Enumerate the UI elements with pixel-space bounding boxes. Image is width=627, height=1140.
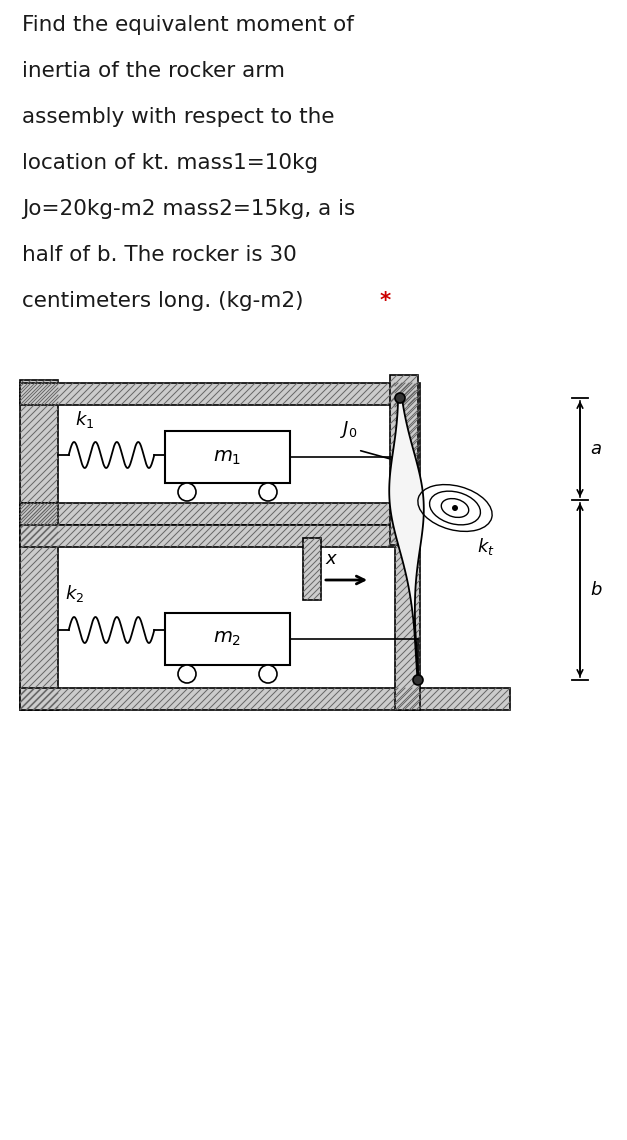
Circle shape <box>395 393 405 404</box>
Text: $b$: $b$ <box>590 581 603 598</box>
Bar <box>20 380 58 526</box>
Text: $x$: $x$ <box>325 549 338 568</box>
Text: $m_1$: $m_1$ <box>213 448 241 466</box>
Bar <box>303 538 321 600</box>
Text: half of b. The rocker is 30: half of b. The rocker is 30 <box>22 245 297 264</box>
Text: $k_2$: $k_2$ <box>65 583 84 604</box>
Text: $a$: $a$ <box>590 440 602 458</box>
Bar <box>395 526 420 710</box>
Circle shape <box>178 483 196 500</box>
Bar <box>165 613 290 665</box>
Text: Jo=20kg-m2 mass2=15kg, a is: Jo=20kg-m2 mass2=15kg, a is <box>22 200 356 219</box>
Text: $J_0$: $J_0$ <box>340 420 357 440</box>
Text: location of kt. mass1=10kg: location of kt. mass1=10kg <box>22 153 318 173</box>
Text: assembly with respect to the: assembly with respect to the <box>22 107 334 127</box>
Circle shape <box>413 675 423 685</box>
Bar <box>20 383 415 405</box>
Text: Find the equivalent moment of: Find the equivalent moment of <box>22 15 354 35</box>
Text: $m_2$: $m_2$ <box>213 629 241 649</box>
Text: $k_t$: $k_t$ <box>477 536 495 557</box>
Circle shape <box>452 505 458 511</box>
Bar <box>395 383 420 526</box>
Text: inertia of the rocker arm: inertia of the rocker arm <box>22 62 285 81</box>
Bar <box>20 526 415 547</box>
Text: *: * <box>380 291 391 311</box>
Bar <box>20 503 415 526</box>
Polygon shape <box>389 398 424 679</box>
Circle shape <box>178 665 196 683</box>
Bar <box>20 689 510 710</box>
Bar <box>165 431 290 483</box>
Bar <box>390 375 418 545</box>
Circle shape <box>259 665 277 683</box>
Bar <box>20 503 58 710</box>
Circle shape <box>259 483 277 500</box>
Text: centimeters long. (kg-m2): centimeters long. (kg-m2) <box>22 291 310 311</box>
Text: $k_1$: $k_1$ <box>75 409 94 430</box>
